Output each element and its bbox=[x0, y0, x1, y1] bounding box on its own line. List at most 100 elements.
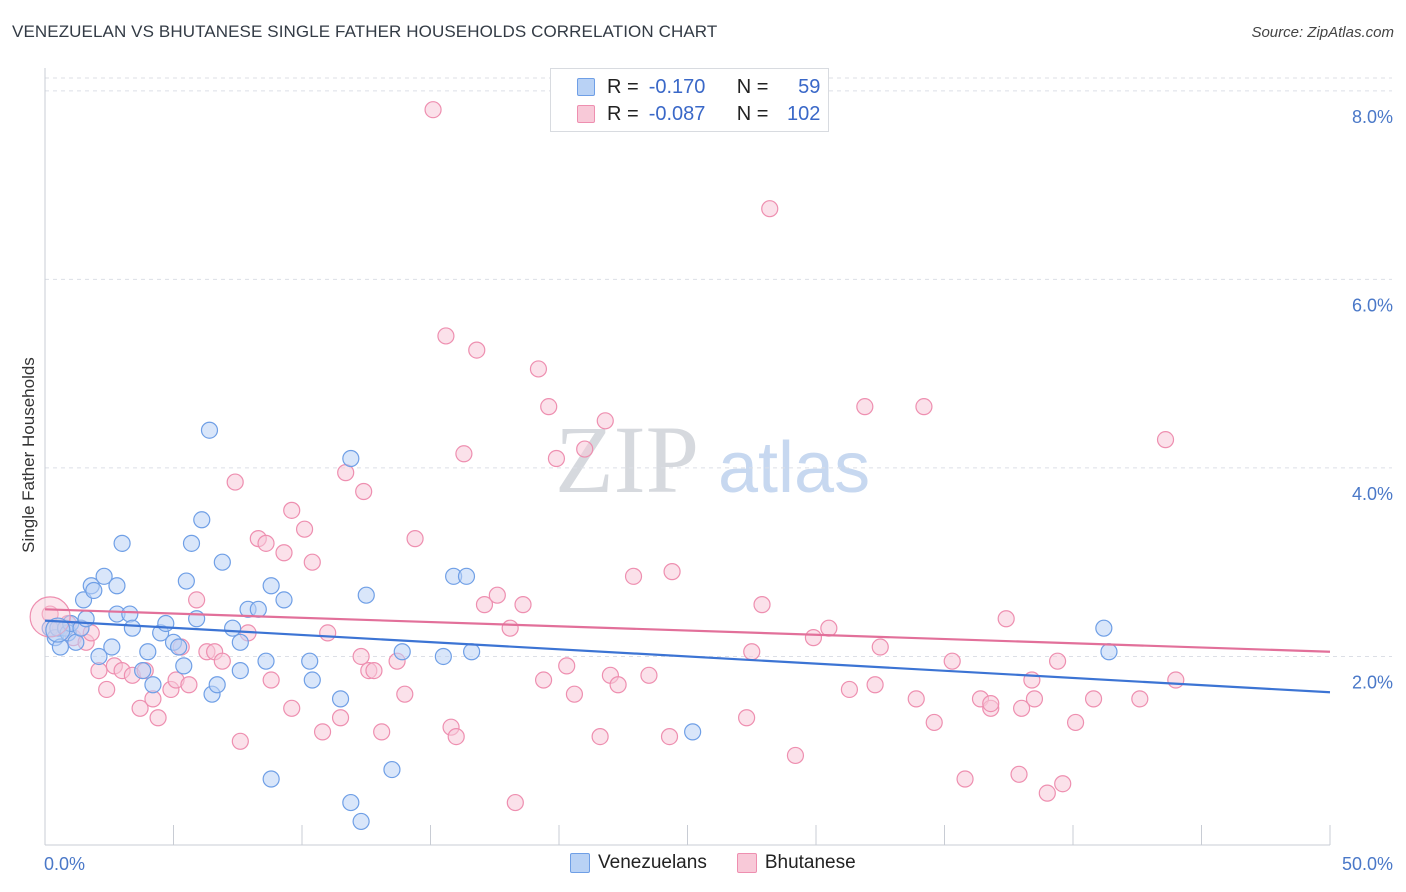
bhutanese-point bbox=[871, 638, 889, 656]
venezuelan-point bbox=[262, 577, 280, 595]
bhutanese-point bbox=[455, 445, 473, 463]
bhutanese-point bbox=[660, 727, 679, 746]
venezuelan-trend-line bbox=[44, 619, 1331, 694]
bhutanese-point bbox=[761, 200, 779, 218]
bhutanese-point bbox=[1025, 690, 1044, 708]
venezuelan-point bbox=[352, 812, 370, 831]
venezuelan-point bbox=[95, 567, 113, 585]
bhutanese-point bbox=[840, 680, 859, 699]
venezuelan-point bbox=[257, 652, 275, 670]
venezuelan-point bbox=[231, 662, 249, 680]
venezuelan-point bbox=[275, 591, 293, 609]
bhutanese-point bbox=[149, 709, 167, 727]
bhutanese-point bbox=[743, 643, 761, 661]
venezuelan-point bbox=[134, 662, 152, 680]
venezuelan-point bbox=[77, 610, 95, 628]
legend-n-label: N = bbox=[736, 75, 769, 98]
venezuelan-point bbox=[331, 690, 350, 708]
bhutanese-point bbox=[262, 671, 280, 689]
bhutanese-point bbox=[624, 567, 643, 585]
bhutanese-point bbox=[257, 534, 275, 552]
bhutanese-point bbox=[997, 610, 1015, 628]
venezuelan-point bbox=[123, 619, 141, 637]
venezuelan-point bbox=[51, 638, 70, 656]
y-tick-label: 4.0% bbox=[1352, 484, 1393, 504]
legend-row-bhutanese: R = -0.087 N = 102 bbox=[577, 102, 820, 126]
legend-r-label: R = bbox=[607, 75, 639, 98]
venezuelan-point bbox=[177, 572, 195, 590]
venezuelan-point bbox=[85, 581, 103, 600]
venezuelan-point bbox=[357, 586, 375, 604]
bhutanese-point bbox=[231, 732, 249, 750]
bhutanese-point bbox=[1048, 652, 1067, 670]
venezuelan-point bbox=[170, 638, 188, 656]
bhutanese-point bbox=[447, 727, 465, 746]
bhutanese-point bbox=[943, 652, 961, 670]
bhutanese-point bbox=[534, 671, 553, 689]
venezuelan-point bbox=[684, 723, 702, 741]
bhutanese-point bbox=[180, 676, 198, 694]
bhutanese-point bbox=[275, 544, 293, 562]
venezuelan-point bbox=[342, 793, 360, 812]
bhutanese-point bbox=[488, 586, 506, 604]
venezuelan-point bbox=[144, 676, 162, 694]
bhutanese-point bbox=[663, 563, 681, 581]
bhutanese-point bbox=[303, 553, 321, 571]
y-tick-label: 6.0% bbox=[1352, 295, 1393, 315]
series-legend: Venezuelans Bhutanese bbox=[570, 852, 886, 874]
data-points bbox=[29, 101, 1185, 831]
bhutanese-point bbox=[786, 746, 805, 765]
correlation-legend: R = -0.170 N = 59 R = -0.087 N = 102 bbox=[550, 68, 829, 132]
bhutanese-point bbox=[424, 101, 442, 119]
venezuelan-point bbox=[113, 534, 131, 552]
venezuelan-point bbox=[121, 605, 139, 623]
venezuelan-point bbox=[213, 553, 231, 571]
venezuelan-point bbox=[249, 600, 267, 618]
venezuelan-point bbox=[303, 671, 321, 689]
bhutanese-point bbox=[475, 596, 494, 614]
venezuelan-point bbox=[1100, 643, 1118, 661]
tick-labels: 2.0% 4.0% 6.0% 8.0% 0.0% 50.0% bbox=[44, 107, 1393, 874]
venezuelan-point bbox=[231, 633, 249, 651]
series-swatch-venezuelans bbox=[570, 853, 590, 873]
bhutanese-point bbox=[956, 770, 974, 788]
bhutanese-point bbox=[98, 680, 116, 699]
bhutanese-point bbox=[596, 412, 614, 430]
bhutanese-point bbox=[188, 591, 206, 609]
bhutanese-point bbox=[437, 327, 455, 345]
bhutanese-point bbox=[591, 727, 609, 746]
legend-n-label: N = bbox=[736, 102, 769, 125]
series-label-venezuelans: Venezuelans bbox=[598, 852, 707, 873]
venezuelan-point bbox=[342, 449, 360, 468]
x-tick-label-max: 50.0% bbox=[1342, 854, 1393, 874]
series-legend-bhutanese: Bhutanese bbox=[736, 852, 856, 874]
bhutanese-point bbox=[506, 793, 524, 812]
y-tick-label: 2.0% bbox=[1352, 672, 1393, 692]
bhutanese-point bbox=[1054, 775, 1072, 793]
bhutanese-cluster-point bbox=[29, 596, 71, 638]
legend-n-value: 59 bbox=[798, 75, 821, 98]
venezuelan-point bbox=[175, 657, 193, 675]
bhutanese-point bbox=[501, 619, 519, 637]
bhutanese-point bbox=[331, 709, 350, 727]
venezuelan-point bbox=[393, 643, 411, 661]
bhutanese-point bbox=[1084, 690, 1103, 708]
venezuelan-point bbox=[434, 647, 452, 666]
bhutanese-point bbox=[640, 666, 658, 684]
venezuelan-point bbox=[224, 619, 242, 637]
bhutanese-point bbox=[547, 449, 566, 468]
venezuelan-point bbox=[193, 511, 211, 529]
source-label: Source: ZipAtlas.com bbox=[1251, 24, 1394, 41]
venezuelan-point bbox=[208, 676, 226, 694]
bhutanese-point bbox=[365, 662, 383, 680]
venezuelan-point bbox=[457, 567, 476, 585]
venezuelan-point bbox=[383, 760, 401, 779]
bhutanese-point bbox=[131, 699, 149, 717]
bhutanese-point bbox=[820, 619, 838, 637]
bhutanese-point bbox=[529, 360, 548, 378]
chart-title: VENEZUELAN VS BHUTANESE SINGLE FATHER HO… bbox=[12, 22, 718, 41]
watermark-zip: ZIP bbox=[555, 406, 699, 513]
bhutanese-point bbox=[355, 482, 373, 501]
bhutanese-point bbox=[982, 694, 1000, 713]
